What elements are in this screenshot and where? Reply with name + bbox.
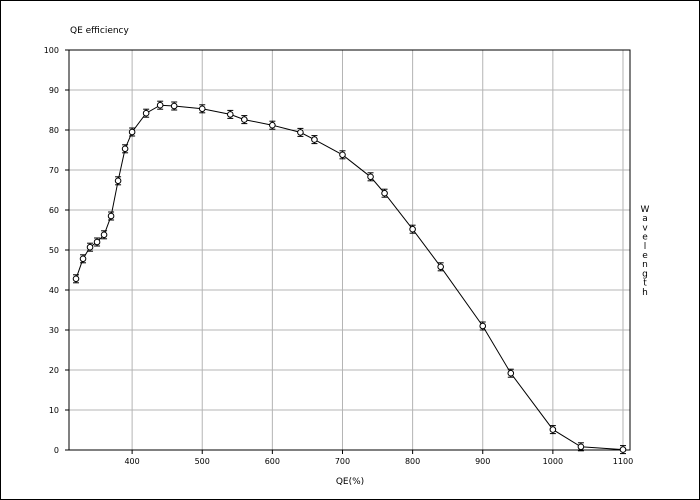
point-marker bbox=[619, 446, 627, 453]
y-axis-label-char: a bbox=[642, 214, 648, 224]
y-tick-label: 10 bbox=[49, 406, 59, 415]
y-axis-label-char: h bbox=[642, 288, 648, 298]
point-marker bbox=[311, 136, 318, 143]
data-point bbox=[297, 127, 304, 137]
point-marker bbox=[269, 121, 276, 129]
point-marker bbox=[409, 225, 416, 233]
point-marker bbox=[367, 173, 374, 181]
x-tick-label: 1000 bbox=[543, 457, 563, 466]
x-tick-label: 500 bbox=[195, 457, 210, 466]
data-point bbox=[142, 108, 150, 118]
data-point bbox=[107, 211, 115, 221]
point-marker bbox=[93, 238, 101, 246]
series-line bbox=[75, 104, 624, 451]
y-axis-label-char: W bbox=[641, 205, 650, 215]
y-tick-label: 40 bbox=[49, 286, 59, 295]
y-tick-label: 30 bbox=[49, 326, 59, 335]
data-point bbox=[619, 445, 627, 455]
data-point bbox=[86, 242, 94, 252]
point-marker bbox=[114, 177, 122, 185]
point-marker bbox=[198, 105, 206, 113]
data-point bbox=[507, 368, 515, 378]
point-marker bbox=[577, 443, 585, 451]
data-point bbox=[577, 442, 585, 452]
y-tick-label: 70 bbox=[49, 166, 59, 175]
y-axis-label-char: g bbox=[642, 269, 648, 279]
y-tick-label: 80 bbox=[49, 126, 59, 135]
data-point bbox=[479, 321, 487, 331]
data-point bbox=[269, 120, 276, 130]
y-axis-label-char: e bbox=[642, 251, 648, 261]
y-tick-label: 90 bbox=[49, 86, 59, 95]
data-point bbox=[339, 150, 346, 160]
data-point bbox=[437, 262, 444, 272]
point-marker bbox=[142, 109, 150, 117]
point-marker bbox=[241, 116, 248, 123]
point-marker bbox=[339, 151, 346, 159]
data-point bbox=[93, 237, 101, 247]
data-point bbox=[241, 115, 248, 125]
y-axis-label-char: l bbox=[644, 242, 647, 252]
data-point bbox=[79, 254, 87, 264]
x-tick-label: 700 bbox=[335, 457, 350, 466]
y-axis-label-char: n bbox=[642, 260, 648, 270]
point-marker bbox=[479, 322, 487, 330]
point-marker bbox=[121, 145, 129, 153]
x-tick-label: 1100 bbox=[613, 457, 633, 466]
y-tick-label: 60 bbox=[49, 206, 59, 215]
data-point bbox=[381, 188, 388, 198]
data-point bbox=[72, 274, 80, 284]
series bbox=[72, 100, 627, 455]
x-axis-label: QE(%) bbox=[336, 477, 364, 487]
y-tick-label: 20 bbox=[49, 366, 59, 375]
x-tick-label: 800 bbox=[405, 457, 420, 466]
point-marker bbox=[226, 111, 234, 118]
data-point bbox=[226, 109, 234, 119]
x-tick-label: 900 bbox=[475, 457, 490, 466]
y-axis-label-char: t bbox=[643, 279, 647, 289]
point-marker bbox=[156, 101, 164, 109]
tick-labels: 400 500 600 700 800 900 1000 1100 0 10 20 30 40 50 60 7… bbox=[44, 46, 633, 466]
data-point bbox=[114, 176, 122, 186]
point-marker bbox=[72, 275, 80, 283]
x-tick-label: 600 bbox=[265, 457, 280, 466]
data-point bbox=[409, 224, 416, 234]
point-marker bbox=[297, 129, 304, 136]
grid bbox=[69, 50, 630, 450]
data-point bbox=[170, 101, 178, 111]
data-point bbox=[198, 104, 206, 114]
point-marker bbox=[86, 243, 94, 251]
y-axis-label-char: v bbox=[642, 223, 648, 233]
point-marker bbox=[128, 128, 136, 136]
y-tick-label: 50 bbox=[49, 246, 59, 255]
point-marker bbox=[170, 102, 178, 110]
point-marker bbox=[549, 426, 557, 433]
y-tick-label: 100 bbox=[44, 46, 59, 55]
point-marker bbox=[381, 189, 388, 197]
chart-title: QE efficiency bbox=[70, 26, 129, 36]
x-tick-label: 400 bbox=[124, 457, 139, 466]
point-marker bbox=[107, 212, 115, 220]
data-point bbox=[549, 425, 557, 435]
data-point bbox=[128, 127, 136, 137]
data-point bbox=[311, 135, 318, 145]
y-tick-label: 0 bbox=[54, 446, 59, 455]
point-marker bbox=[437, 263, 444, 271]
data-point bbox=[121, 144, 129, 154]
data-point bbox=[100, 230, 108, 240]
point-marker bbox=[507, 369, 515, 377]
data-point bbox=[367, 172, 374, 182]
y-axis-label-char: e bbox=[642, 233, 648, 243]
point-marker bbox=[79, 255, 87, 263]
data-point bbox=[156, 100, 164, 110]
point-marker bbox=[100, 231, 108, 239]
